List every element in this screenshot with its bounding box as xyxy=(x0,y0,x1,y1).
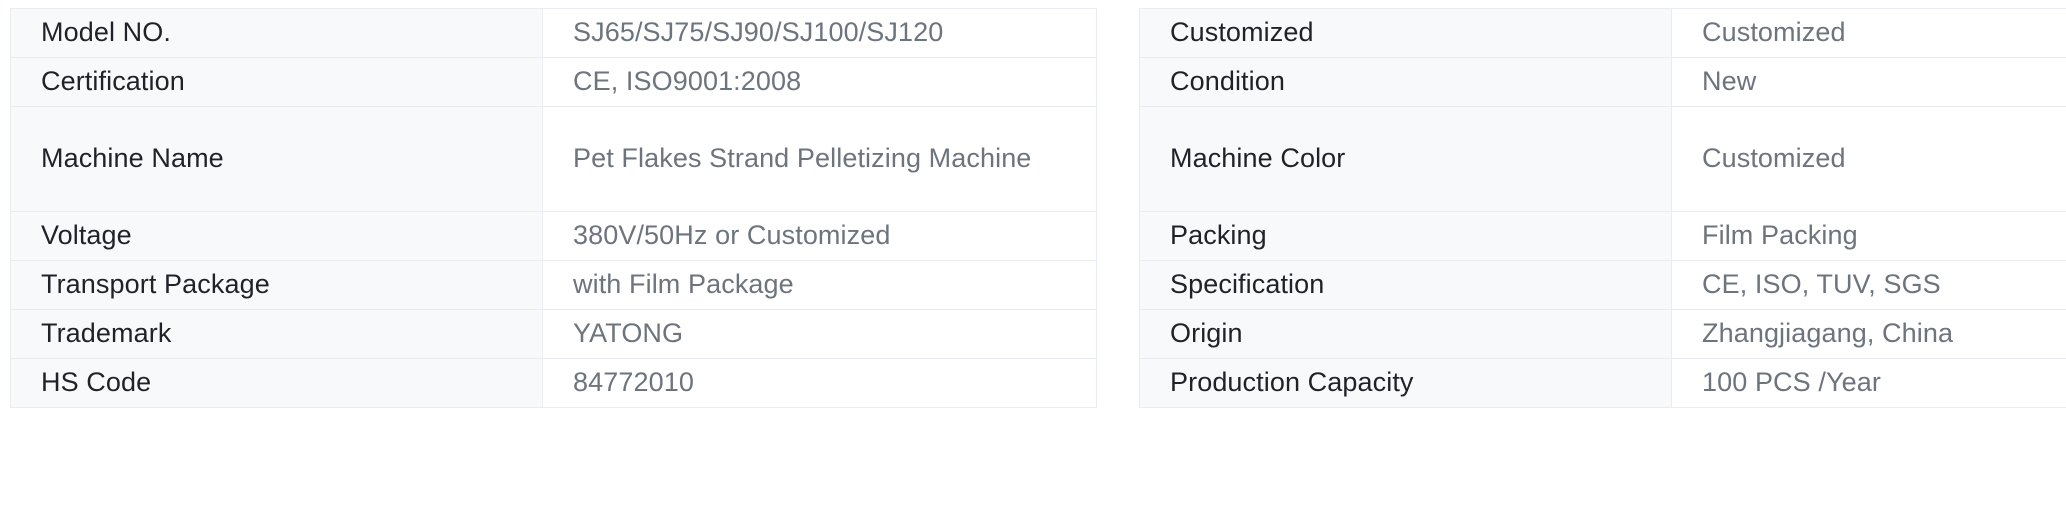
table-row: Trademark YATONG xyxy=(10,309,1097,359)
attribute-label-cell: Specification xyxy=(1139,260,1672,310)
attribute-label-cell: Condition xyxy=(1139,57,1672,107)
table-row: Customized Customized xyxy=(1139,8,2066,58)
attribute-value-cell: 100 PCS /Year xyxy=(1671,358,2066,408)
attribute-label-cell: Machine Color xyxy=(1139,106,1672,212)
table-row: Model NO. SJ65/SJ75/SJ90/SJ100/SJ120 xyxy=(10,8,1097,58)
product-attributes-right-table: Customized Customized Condition New Mach… xyxy=(1139,8,2066,408)
table-row: Machine Name Pet Flakes Strand Pelletizi… xyxy=(10,106,1097,212)
attribute-label-cell: Customized xyxy=(1139,8,1672,58)
table-row: Production Capacity 100 PCS /Year xyxy=(1139,358,2066,408)
attribute-label-cell: Packing xyxy=(1139,211,1672,261)
table-row: Certification CE, ISO9001:2008 xyxy=(10,57,1097,107)
attribute-value-cell: 84772010 xyxy=(542,358,1097,408)
attribute-value-cell: 380V/50Hz or Customized xyxy=(542,211,1097,261)
attribute-label-cell: Transport Package xyxy=(10,260,543,310)
attribute-value-cell: Zhangjiagang, China xyxy=(1671,309,2066,359)
table-row: HS Code 84772010 xyxy=(10,358,1097,408)
attribute-label-cell: Production Capacity xyxy=(1139,358,1672,408)
attribute-value-cell: Film Packing xyxy=(1671,211,2066,261)
attribute-value-cell: Customized xyxy=(1671,8,2066,58)
attribute-label-cell: HS Code xyxy=(10,358,543,408)
table-row: Transport Package with Film Package xyxy=(10,260,1097,310)
table-row: Origin Zhangjiagang, China xyxy=(1139,309,2066,359)
attribute-value-cell: New xyxy=(1671,57,2066,107)
attribute-label-cell: Voltage xyxy=(10,211,543,261)
attribute-value-cell: CE, ISO9001:2008 xyxy=(542,57,1097,107)
attribute-value-cell: Customized xyxy=(1671,106,2066,212)
table-row: Voltage 380V/50Hz or Customized xyxy=(10,211,1097,261)
table-row: Machine Color Customized xyxy=(1139,106,2066,212)
attribute-value-cell: SJ65/SJ75/SJ90/SJ100/SJ120 xyxy=(542,8,1097,58)
table-row: Packing Film Packing xyxy=(1139,211,2066,261)
attribute-value-cell: Pet Flakes Strand Pelletizing Machine xyxy=(542,106,1097,212)
table-row: Specification CE, ISO, TUV, SGS xyxy=(1139,260,2066,310)
attribute-label-cell: Model NO. xyxy=(10,8,543,58)
attribute-label-cell: Certification xyxy=(10,57,543,107)
right-table-body: Customized Customized Condition New Mach… xyxy=(1139,8,2066,408)
attribute-value-cell: CE, ISO, TUV, SGS xyxy=(1671,260,2066,310)
table-row: Condition New xyxy=(1139,57,2066,107)
product-attributes-left-table: Model NO. SJ65/SJ75/SJ90/SJ100/SJ120 Cer… xyxy=(10,8,1097,408)
attribute-label-cell: Machine Name xyxy=(10,106,543,212)
attribute-value-cell: YATONG xyxy=(542,309,1097,359)
left-table-body: Model NO. SJ65/SJ75/SJ90/SJ100/SJ120 Cer… xyxy=(10,8,1097,408)
attribute-label-cell: Trademark xyxy=(10,309,543,359)
attribute-value-cell: with Film Package xyxy=(542,260,1097,310)
attribute-label-cell: Origin xyxy=(1139,309,1672,359)
